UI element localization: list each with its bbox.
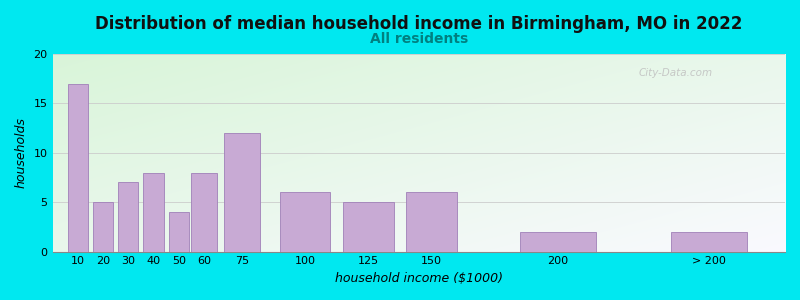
Bar <box>118 182 138 252</box>
Bar <box>343 202 394 252</box>
Y-axis label: households: households <box>15 117 28 188</box>
Bar <box>406 192 457 252</box>
Bar <box>280 192 330 252</box>
Bar <box>143 172 164 252</box>
Bar <box>93 202 113 252</box>
Text: All residents: All residents <box>370 32 468 46</box>
Title: Distribution of median household income in Birmingham, MO in 2022: Distribution of median household income … <box>95 15 742 33</box>
Bar <box>224 133 260 252</box>
Bar <box>68 84 88 252</box>
Bar <box>520 232 595 252</box>
Bar <box>671 232 747 252</box>
Bar <box>169 212 189 252</box>
X-axis label: household income ($1000): household income ($1000) <box>334 272 502 285</box>
Bar <box>191 172 217 252</box>
Text: City-Data.com: City-Data.com <box>638 68 713 78</box>
